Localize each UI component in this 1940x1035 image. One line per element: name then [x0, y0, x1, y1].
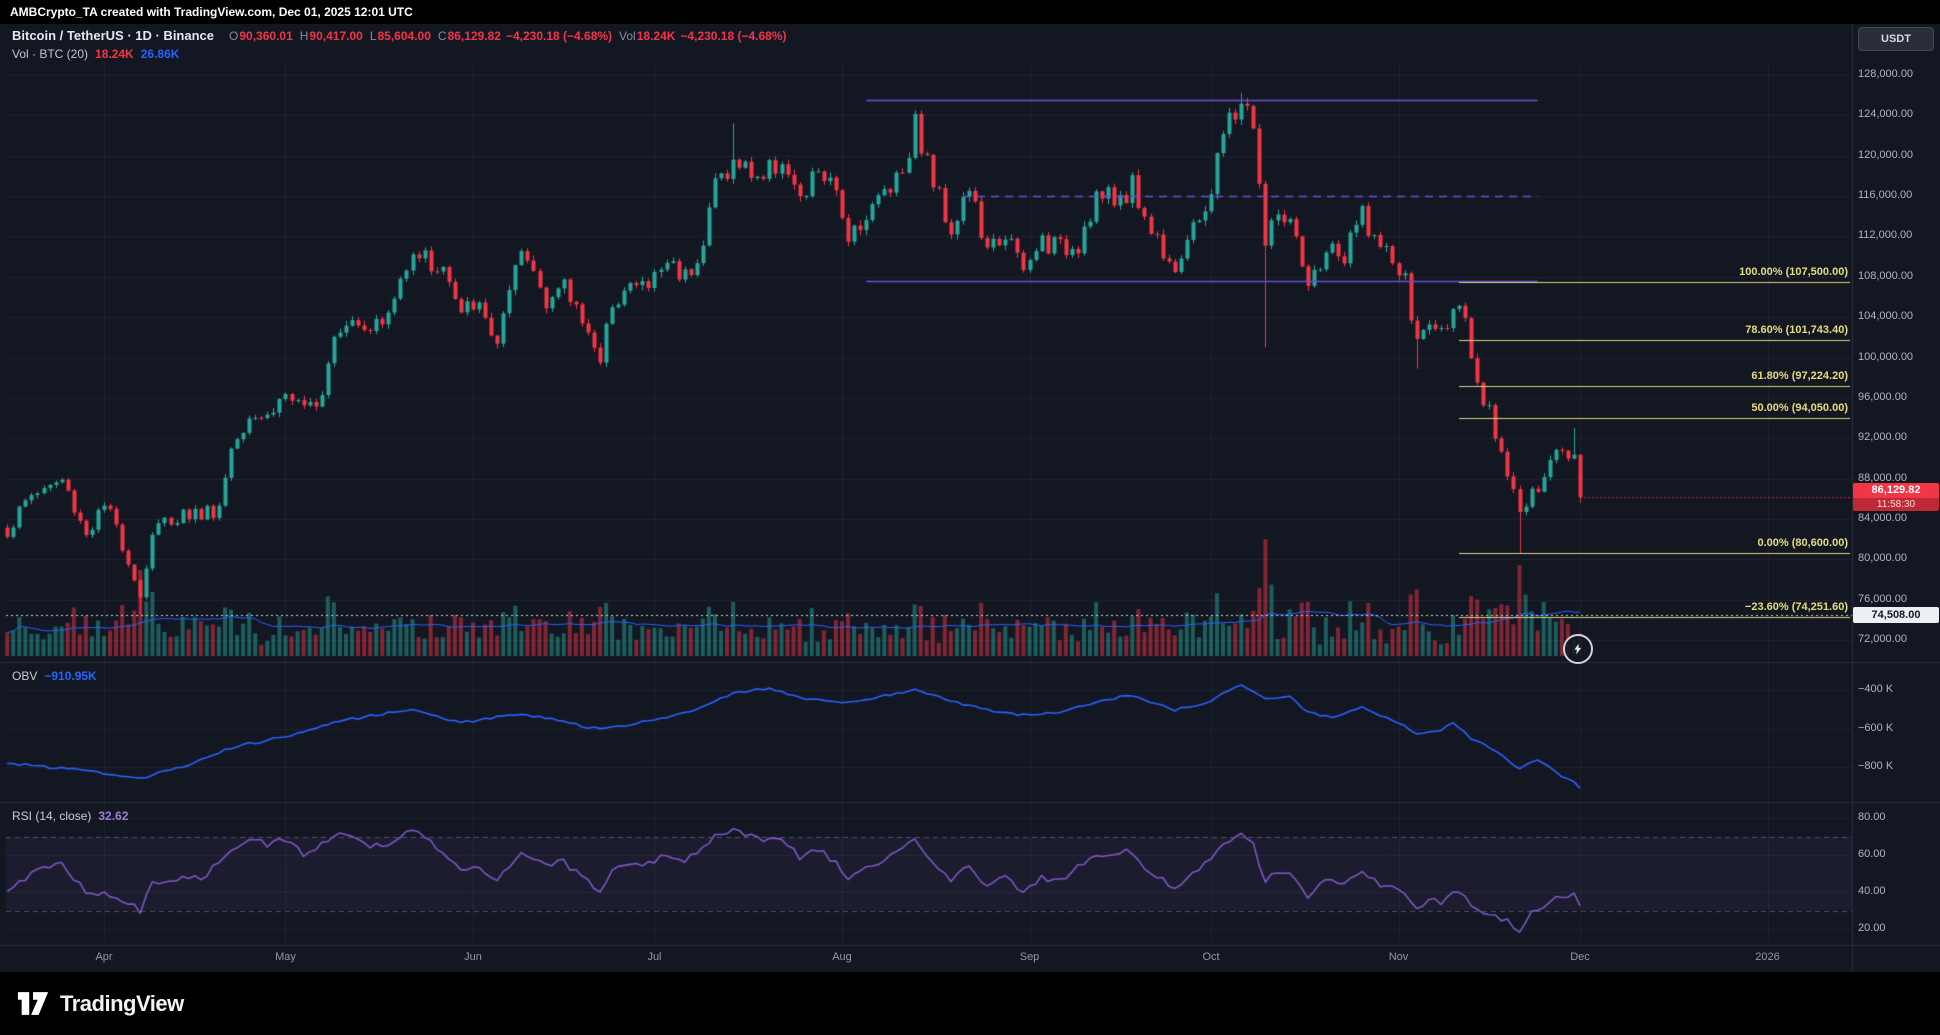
time-axis[interactable]: [0, 946, 1852, 972]
open-label: O: [229, 29, 239, 43]
rsi-label: RSI (14, close): [12, 809, 92, 823]
last-price-badge: 86,129.82 11:58:30: [1853, 483, 1939, 512]
tradingview-logo[interactable]: TradingView: [16, 990, 184, 1017]
volume-change-value: −4,230.18 (−4.68%): [680, 29, 787, 43]
high-value: 90,417.00: [309, 29, 363, 43]
low-value: 85,604.00: [377, 29, 431, 43]
close-label: C: [437, 29, 447, 43]
obv-legend[interactable]: OBV −910.95K: [12, 669, 97, 683]
high-label: H: [299, 29, 309, 43]
tradingview-glyph-icon: [17, 992, 49, 1015]
currency-toggle-button[interactable]: USDT: [1858, 27, 1934, 51]
lightning-button[interactable]: [1563, 634, 1593, 664]
attribution-text: AMBCrypto_TA created with TradingView.co…: [10, 5, 413, 19]
symbol-legend[interactable]: Bitcoin / TetherUS · 1D · Binance O 90,36…: [12, 28, 787, 43]
bar-countdown: 11:58:30: [1853, 498, 1939, 512]
vol-ma-value: 26.86K: [140, 47, 180, 61]
low-label: L: [369, 29, 377, 43]
lightning-icon: [1574, 643, 1582, 655]
open-value: 90,360.01: [239, 29, 293, 43]
close-value: 86,129.82: [447, 29, 501, 43]
obv-label: OBV: [12, 669, 38, 683]
change-value: −4,230.18 (−4.68%): [505, 29, 613, 43]
attribution-bar: AMBCrypto_TA created with TradingView.co…: [0, 0, 1940, 24]
volume-ma-legend[interactable]: Vol · BTC (20) 18.24K 26.86K: [12, 47, 179, 61]
rsi-legend[interactable]: RSI (14, close) 32.62: [12, 809, 128, 823]
last-price-value: 86,129.82: [1871, 484, 1921, 497]
obv-value: −910.95K: [44, 669, 97, 683]
symbol-title[interactable]: Bitcoin / TetherUS · 1D · Binance: [12, 28, 215, 43]
footer-bar: TradingView: [0, 972, 1940, 1035]
volume-value: 18.24K: [636, 29, 676, 43]
volume-label: Vol: [619, 29, 636, 43]
tradingview-wordmark: TradingView: [60, 990, 184, 1016]
vol-ma-label: Vol · BTC (20): [12, 47, 89, 61]
vol-current-value: 18.24K: [95, 47, 134, 61]
price-line-label: 74,508.00: [1853, 606, 1939, 623]
rsi-value: 32.62: [98, 809, 129, 823]
